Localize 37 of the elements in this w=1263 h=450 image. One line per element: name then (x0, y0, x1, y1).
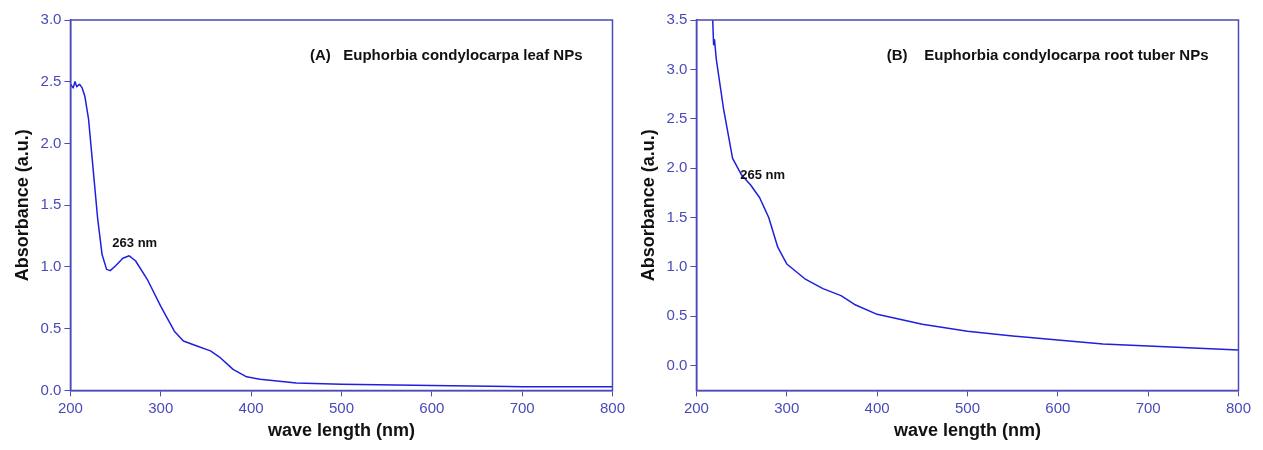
text: (B) Euphorbia condylocarpa root tuber NPs (886, 45, 1209, 63)
y-tick-label: 1.5 (40, 195, 62, 213)
y-tick-label: 1.0 (666, 257, 688, 275)
x-tick-label: 200 (57, 398, 83, 416)
annotation: 263 nm (112, 234, 158, 250)
x-tick-label: 300 (148, 398, 174, 416)
y-axis-title: Absorbance (a.u.) (11, 129, 32, 282)
y-tick-label: 3.5 (666, 10, 688, 28)
x-tick-label: 800 (599, 398, 625, 416)
x-tick-label: 700 (1135, 398, 1161, 416)
y-tick-label: 2.5 (666, 108, 688, 126)
annotation: 265 nm (740, 166, 785, 182)
y-tick-label: 2.0 (666, 158, 688, 176)
x-axis-title: wave length (nm) (892, 420, 1041, 441)
y-tick-label: 0.5 (666, 306, 688, 324)
y-tick-label: 1.0 (40, 257, 62, 275)
x-tick-label: 600 (419, 398, 445, 416)
y-tick-label: 2.5 (40, 71, 62, 89)
x-axis-title: wave length (nm) (266, 420, 415, 441)
text: (A) Euphorbia condylocarpa leaf NPs (309, 45, 583, 63)
y-tick-label: 0.0 (666, 355, 688, 373)
x-tick-label: 400 (864, 398, 890, 416)
y-tick-label: 2.0 (40, 133, 62, 151)
y-tick-label: 0.5 (40, 318, 62, 336)
x-tick-label: 500 (328, 398, 354, 416)
x-tick-label: 700 (509, 398, 535, 416)
y-tick-label: 3.0 (666, 59, 688, 77)
x-tick-label: 500 (954, 398, 980, 416)
x-tick-label: 300 (774, 398, 800, 416)
y-tick-label: 3.0 (40, 10, 62, 28)
y-axis-title: Absorbance (a.u.) (637, 129, 658, 282)
x-tick-label: 600 (1045, 398, 1071, 416)
x-tick-label: 400 (238, 398, 264, 416)
y-tick-label: 1.5 (666, 207, 688, 225)
y-tick-label: 0.0 (40, 380, 62, 398)
x-tick-label: 800 (1225, 398, 1251, 416)
x-tick-label: 200 (683, 398, 709, 416)
